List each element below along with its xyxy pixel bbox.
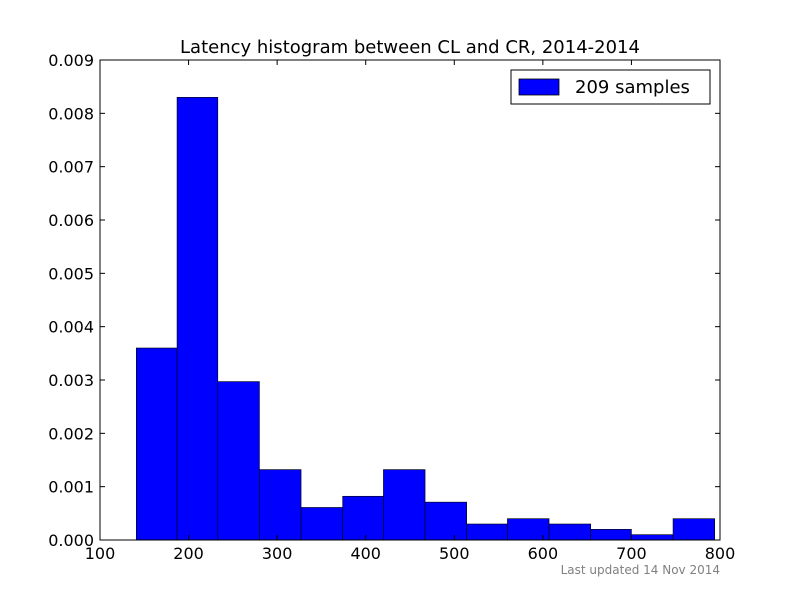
- axis-tick-labels: 100 200 300 400 500 600 700 800 0.000 0.001 0.002 0…: [48, 51, 735, 563]
- y-tick-label-3: 0.003: [48, 371, 94, 390]
- histogram-bars: [136, 97, 715, 541]
- x-tick-label-6: 700: [616, 544, 647, 563]
- histogram-bar-4: [300, 507, 343, 541]
- histogram-bar-8: [466, 523, 508, 541]
- x-tick-label-4: 500: [439, 544, 470, 563]
- y-tick-label-4: 0.004: [48, 318, 94, 337]
- legend-swatch: [518, 78, 560, 96]
- chart-title: Latency histogram between CL and CR, 201…: [180, 37, 640, 58]
- y-tick-label-2: 0.002: [48, 424, 94, 443]
- y-tick-label-1: 0.001: [48, 478, 94, 497]
- histogram-bar-3: [259, 469, 302, 541]
- histogram-bar-11: [590, 529, 632, 541]
- x-tick-label-2: 300: [262, 544, 293, 563]
- legend-entry-label: 209 samples: [575, 77, 690, 98]
- chart-legend: 209 samples: [510, 69, 711, 105]
- y-tick-label-0: 0.000: [48, 531, 94, 550]
- y-tick-label-5: 0.005: [48, 264, 94, 283]
- x-tick-label-5: 600: [528, 544, 559, 563]
- x-tick-label-1: 200: [173, 544, 204, 563]
- histogram-bar-6: [383, 469, 426, 541]
- x-tick-label-0: 100: [85, 544, 116, 563]
- y-tick-label-8: 0.008: [48, 104, 94, 123]
- histogram-bar-2: [217, 381, 260, 541]
- histogram-bar-1: [176, 97, 219, 541]
- y-tick-label-6: 0.006: [48, 211, 94, 230]
- histogram-bar-10: [548, 523, 591, 541]
- histogram-bar-5: [342, 495, 384, 541]
- histogram-bar-12: [631, 534, 674, 541]
- x-tick-label-3: 400: [350, 544, 381, 563]
- plot-area-frame: [99, 59, 721, 541]
- x-tick-label-7: 800: [705, 544, 736, 563]
- y-tick-label-9: 0.009: [48, 51, 94, 70]
- histogram-bar-7: [424, 501, 467, 541]
- histogram-bar-13: [672, 518, 715, 541]
- histogram-bar-0: [136, 347, 178, 541]
- last-updated-annotation: Last updated 14 Nov 2014: [561, 563, 720, 577]
- y-tick-label-7: 0.007: [48, 158, 94, 177]
